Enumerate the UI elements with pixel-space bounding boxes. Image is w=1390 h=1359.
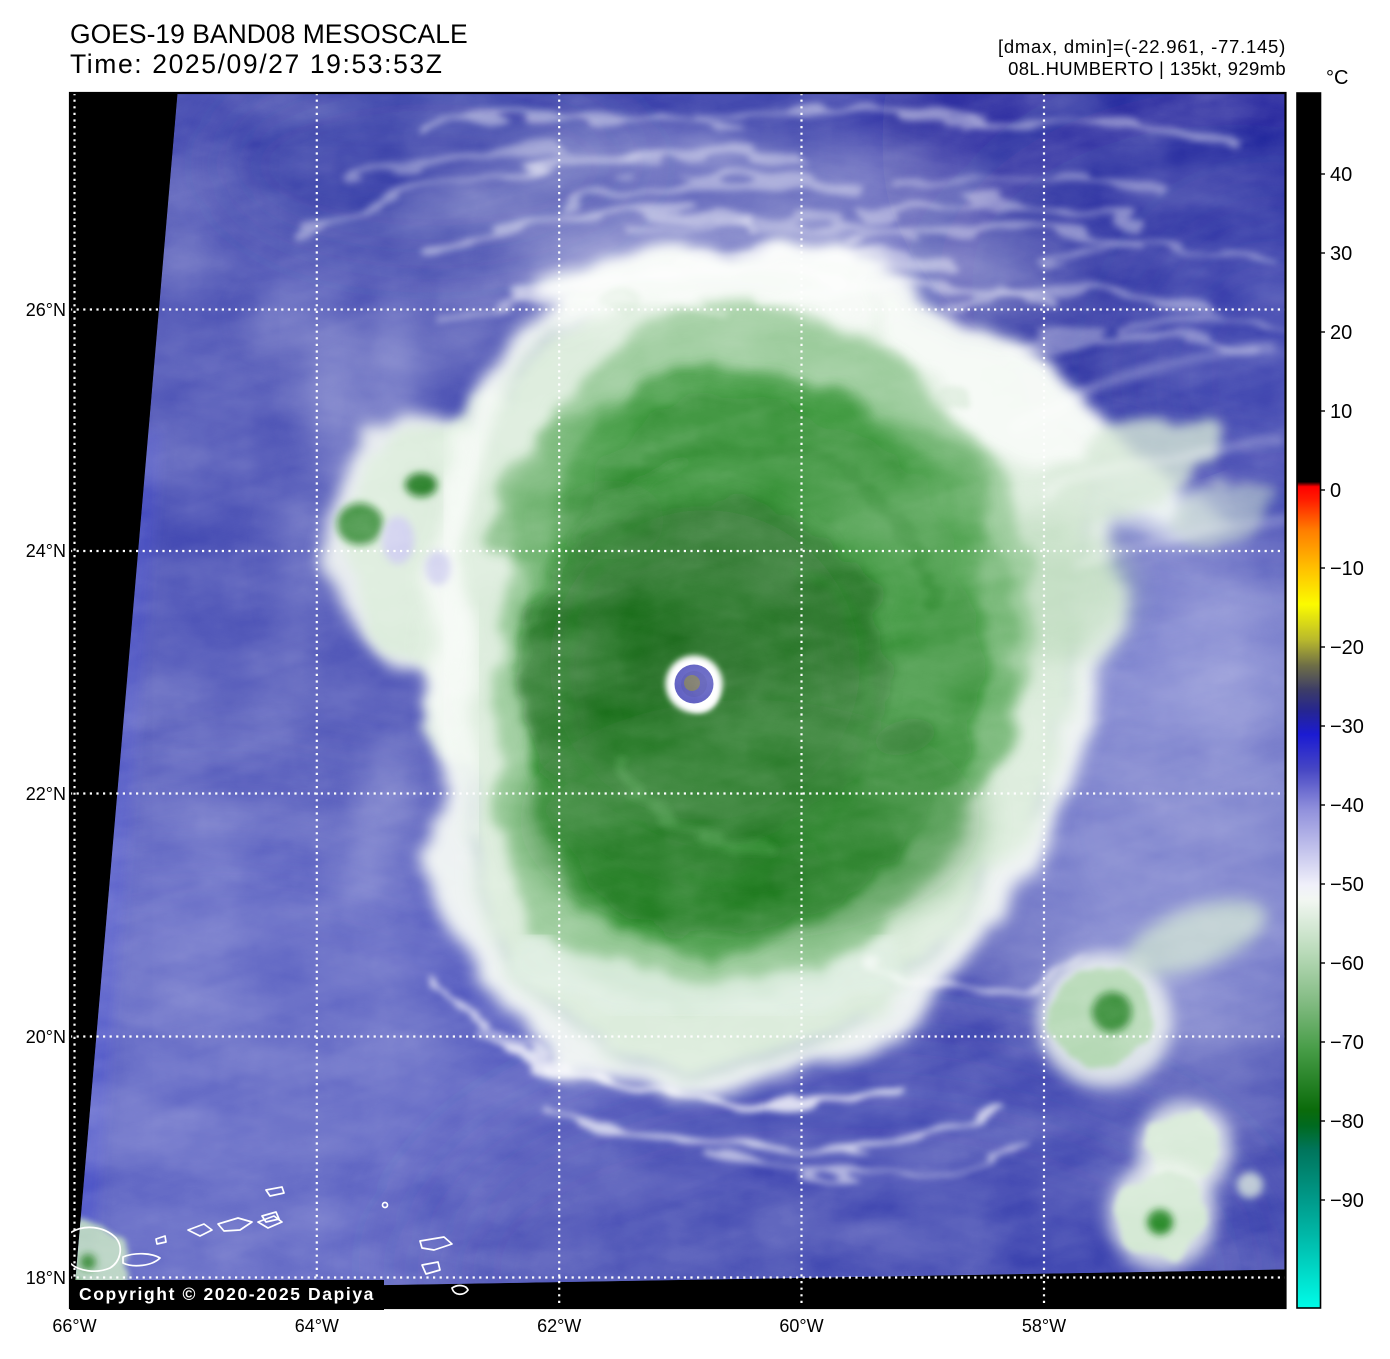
svg-text:18°N: 18°N	[26, 1268, 66, 1288]
svg-text:20: 20	[1330, 322, 1352, 344]
svg-text:20°N: 20°N	[26, 1027, 66, 1047]
svg-text:66°W: 66°W	[52, 1316, 96, 1336]
svg-text:−20: −20	[1330, 637, 1364, 659]
svg-text:10: 10	[1330, 401, 1352, 423]
svg-text:58°W: 58°W	[1022, 1316, 1066, 1336]
svg-text:°C: °C	[1326, 67, 1348, 89]
svg-text:Copyright © 2020-2025 Dapiya: Copyright © 2020-2025 Dapiya	[79, 1284, 375, 1304]
svg-text:30: 30	[1330, 243, 1352, 265]
svg-text:26°N: 26°N	[26, 300, 66, 320]
svg-text:64°W: 64°W	[295, 1316, 339, 1336]
svg-text:−60: −60	[1330, 953, 1364, 975]
svg-text:22°N: 22°N	[26, 784, 66, 804]
svg-text:40: 40	[1330, 164, 1352, 186]
svg-text:−70: −70	[1330, 1032, 1364, 1054]
svg-text:62°W: 62°W	[537, 1316, 581, 1336]
svg-text:[dmax, dmin]=(-22.961, -77.145: [dmax, dmin]=(-22.961, -77.145)	[998, 36, 1286, 57]
svg-text:−80: −80	[1330, 1111, 1364, 1133]
svg-text:−10: −10	[1330, 558, 1364, 580]
svg-text:24°N: 24°N	[26, 541, 66, 561]
svg-text:−30: −30	[1330, 716, 1364, 738]
svg-text:−90: −90	[1330, 1190, 1364, 1212]
svg-text:GOES-19 BAND08 MESOSCALE: GOES-19 BAND08 MESOSCALE	[70, 19, 468, 49]
svg-text:−40: −40	[1330, 795, 1364, 817]
svg-text:−50: −50	[1330, 874, 1364, 896]
svg-text:08L.HUMBERTO | 135kt, 929mb: 08L.HUMBERTO | 135kt, 929mb	[1008, 58, 1286, 79]
svg-text:0: 0	[1330, 480, 1341, 502]
svg-text:Time: 2025/09/27 19:53:53Z: Time: 2025/09/27 19:53:53Z	[70, 49, 444, 79]
svg-text:60°W: 60°W	[779, 1316, 823, 1336]
